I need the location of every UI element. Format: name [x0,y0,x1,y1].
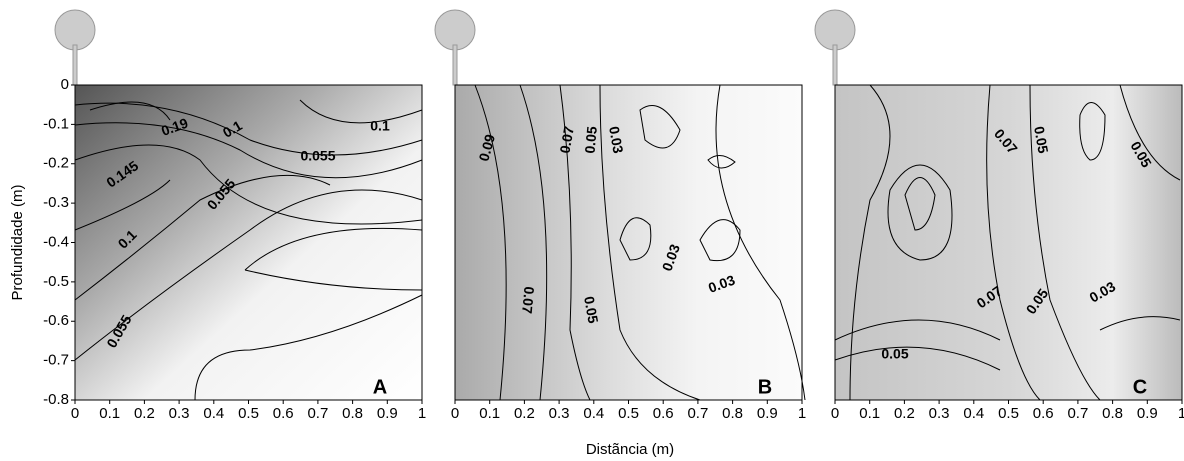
x-tick-label: 0.1 [99,405,120,422]
contour-line [887,164,953,261]
x-tick-label: 0.3 [169,405,190,422]
x-tick-label: 0.2 [514,405,535,422]
y-tick-label: -0.2 [43,155,69,172]
panel-label: B [758,376,772,398]
contour-line [849,84,891,401]
x-tick-label: 0.8 [1102,405,1123,422]
tree-icons [54,9,856,86]
x-tick-label: 0 [831,405,839,422]
panel-label: A [373,376,387,398]
y-tick-label: -0.8 [43,391,69,408]
contour-line [74,179,171,231]
y-tick-label: -0.3 [43,194,69,211]
contour-line [707,155,736,169]
contour-line [299,99,423,124]
x-tick-label: 1 [798,405,806,422]
x-tick-label: 0.6 [653,405,674,422]
contour-line [519,84,548,401]
panel-label: C [1133,376,1147,398]
contour-line [619,217,652,261]
y-tick-label: -0.6 [43,312,69,329]
contour-label: 0.05 [881,346,908,362]
contour-label: 0.05 [582,125,600,154]
contour-line [74,189,423,361]
contour-field [455,85,802,400]
x-tick-label: 0.7 [687,405,708,422]
x-tick-label: 0.8 [342,405,363,422]
y-tick-label: 0 [61,76,69,93]
contour-line [1099,316,1181,331]
contour-line [194,294,423,401]
x-tick-label: 0.6 [1033,405,1054,422]
x-tick-label: 0.5 [618,405,639,422]
contour-line [639,105,681,149]
x-tick-label: 0.5 [998,405,1019,422]
x-tick-label: 0.4 [203,405,224,422]
y-axis-title: Profundidade (m) [9,185,26,301]
contour-label: 0.05 [581,295,602,325]
contour-line [1079,102,1106,161]
contour-line [1029,84,1101,401]
x-tick-label: 0 [451,405,459,422]
contour-field [75,85,422,400]
contour-label: 0.055 [300,148,335,164]
x-axis-title: Distãncia (m) [586,441,674,458]
contour-label: 0.07 [519,286,537,315]
contour-line [904,177,936,231]
x-tick-label: 0.9 [1137,405,1158,422]
x-tick-label: 0.2 [134,405,155,422]
contour-line [715,84,806,401]
contour-line [74,122,423,179]
contour-line [834,319,1001,341]
contour-label: 0.09 [475,132,498,163]
contour-line [74,144,423,225]
x-tick-label: 0.6 [273,405,294,422]
x-tick-label: 0 [71,405,79,422]
y-tick-label: -0.4 [43,233,69,250]
contour-label: 0.05 [1031,125,1052,155]
x-tick-label: 0.9 [377,405,398,422]
x-tick-label: 0.1 [479,405,500,422]
contour-line [1119,84,1181,181]
contour-line [834,346,1001,371]
y-tick-label: -0.5 [43,273,69,290]
contour-line [89,101,171,121]
x-tick-label: 0.3 [549,405,570,422]
contour-line [986,84,1041,401]
x-tick-label: 0.4 [963,405,984,422]
x-tick-label: 0.8 [722,405,743,422]
x-tick-label: 0.7 [1067,405,1088,422]
y-tick-label: -0.1 [43,115,69,132]
contour-label: 0.03 [606,125,627,155]
x-tick-label: 0.4 [583,405,604,422]
contour-label: 0.1 [370,118,390,134]
x-tick-label: 0.7 [307,405,328,422]
x-tick-label: 0.9 [757,405,778,422]
contour-label: 0.07 [556,125,577,155]
contour-line [474,84,507,401]
contour-line [74,102,423,156]
contour-line [699,219,741,262]
contour-line [599,84,701,401]
x-tick-label: 1 [1178,405,1184,422]
y-tick-label: -0.7 [43,352,69,369]
contour-line [559,84,591,401]
contour-line [74,174,331,301]
x-tick-label: 0.2 [894,405,915,422]
x-tick-label: 0.1 [859,405,880,422]
x-tick-label: 0.3 [929,405,950,422]
x-tick-label: 1 [418,405,426,422]
x-tick-label: 0.5 [238,405,259,422]
